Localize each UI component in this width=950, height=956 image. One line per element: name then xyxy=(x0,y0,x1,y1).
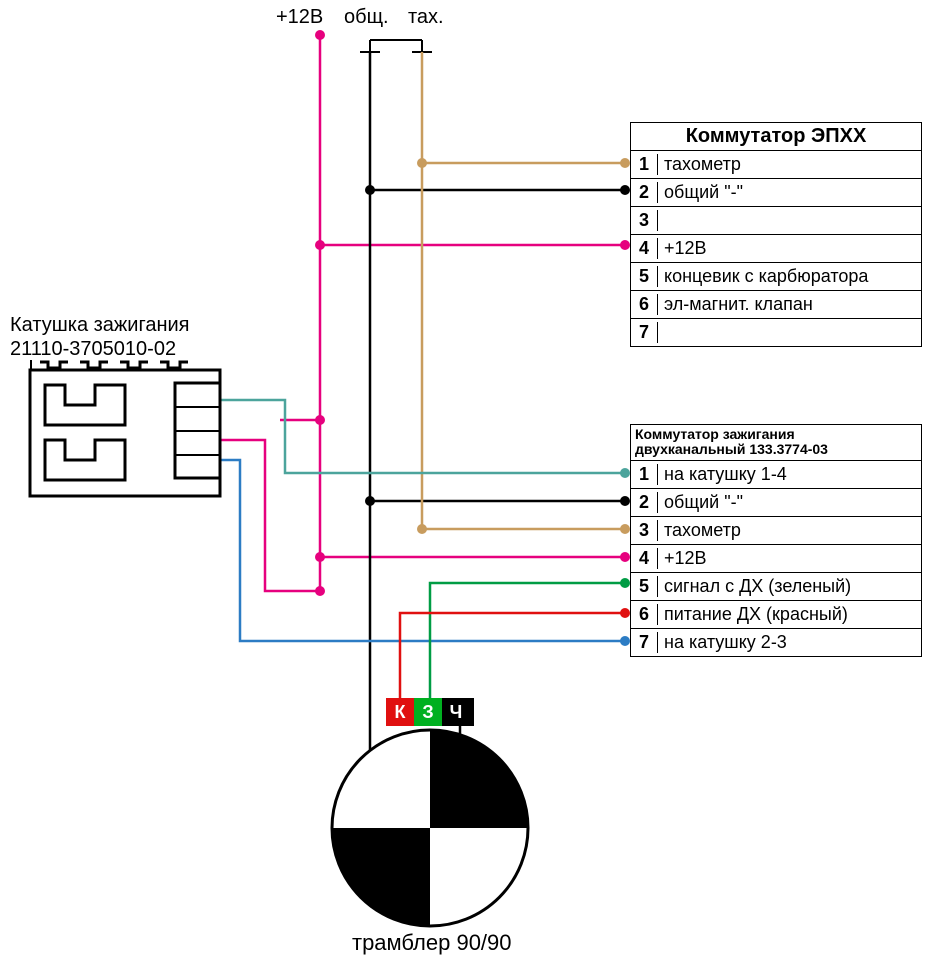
pin-row: 6питание ДХ (красный) xyxy=(631,601,921,629)
pin-row: 3 xyxy=(631,207,921,235)
epxx-table: Коммутатор ЭПХХ 1тахометр2 общий "-"34 +… xyxy=(630,122,922,347)
coil-title-2: 21110-3705010-02 xyxy=(10,338,176,361)
pin-number: 5 xyxy=(631,576,658,597)
pin-number: 4 xyxy=(631,238,658,259)
epxx-title: Коммутатор ЭПХХ xyxy=(631,123,921,151)
wire xyxy=(320,35,625,557)
pin-label: тахометр xyxy=(658,520,741,541)
pin-label: эл-магнит. клапан xyxy=(658,294,813,315)
pin-row: 4 +12В xyxy=(631,545,921,573)
pin-row: 1 на катушку 1-4 xyxy=(631,461,921,489)
trambler-pin-k: К xyxy=(386,698,414,726)
junction-dot xyxy=(620,636,630,646)
pin-number: 1 xyxy=(631,464,658,485)
label-common: общ. xyxy=(344,6,389,29)
pin-label: на катушку 2-3 xyxy=(658,632,787,653)
pin-number: 3 xyxy=(631,520,658,541)
junction-dot xyxy=(620,158,630,168)
trambler-label: трамблер 90/90 xyxy=(352,930,512,956)
pin-number: 3 xyxy=(631,210,658,231)
wire xyxy=(422,52,625,529)
pin-label: общий "-" xyxy=(658,492,743,513)
pin-label: сигнал с ДХ (зеленый) xyxy=(658,576,851,597)
ign-title: Коммутатор зажигания двухканальный 133.3… xyxy=(631,425,921,461)
pin-row: 2общий "-" xyxy=(631,489,921,517)
trambler-pin-z: З xyxy=(414,698,442,726)
pin-row: 7 xyxy=(631,319,921,346)
pin-row: 2 общий "-" xyxy=(631,179,921,207)
pin-row: 7 на катушку 2-3 xyxy=(631,629,921,656)
junction-dot xyxy=(315,415,325,425)
pin-label: тахометр xyxy=(658,154,741,175)
pin-row: 5концевик с карбюратора xyxy=(631,263,921,291)
pin-row: 1тахометр xyxy=(631,151,921,179)
coil-title-1: Катушка зажигания xyxy=(10,314,190,337)
junction-dot xyxy=(620,185,630,195)
junction-dot xyxy=(620,468,630,478)
junction-dot xyxy=(620,240,630,250)
junction-dot xyxy=(620,524,630,534)
ignition-coil-symbol xyxy=(30,360,220,496)
junction-dot xyxy=(365,496,375,506)
label-12v: +12В xyxy=(276,6,323,29)
pin-label: общий "-" xyxy=(658,182,743,203)
junction-dot xyxy=(620,552,630,562)
trambler-pin-ch: Ч xyxy=(442,698,470,726)
pin-number: 6 xyxy=(631,294,658,315)
pin-label: питание ДХ (красный) xyxy=(658,604,848,625)
pin-row: 3тахометр xyxy=(631,517,921,545)
junction-dot xyxy=(620,496,630,506)
pin-number: 1 xyxy=(631,154,658,175)
pin-number: 2 xyxy=(631,492,658,513)
label-tach: тах. xyxy=(408,6,444,29)
pin-label: +12В xyxy=(658,238,707,259)
pin-number: 4 xyxy=(631,548,658,569)
trambler-symbol xyxy=(332,698,528,926)
pin-row: 5сигнал с ДХ (зеленый) xyxy=(631,573,921,601)
pin-number: 5 xyxy=(631,266,658,287)
pin-label: +12В xyxy=(658,548,707,569)
pin-number: 7 xyxy=(631,632,658,653)
ign-table: Коммутатор зажигания двухканальный 133.3… xyxy=(630,424,922,657)
pin-number: 6 xyxy=(631,604,658,625)
pin-row: 6эл-магнит. клапан xyxy=(631,291,921,319)
pin-row: 4 +12В xyxy=(631,235,921,263)
junction-dot xyxy=(315,30,325,40)
junction-dot xyxy=(365,185,375,195)
junction-dot xyxy=(417,158,427,168)
junction-dot xyxy=(620,578,630,588)
wire xyxy=(220,440,320,591)
pin-number: 2 xyxy=(631,182,658,203)
junction-dot xyxy=(315,586,325,596)
wire xyxy=(370,52,460,775)
junction-dot xyxy=(315,240,325,250)
pin-label: на катушку 1-4 xyxy=(658,464,787,485)
pin-label: концевик с карбюратора xyxy=(658,266,868,287)
pin-number: 7 xyxy=(631,322,658,343)
junction-dot xyxy=(620,608,630,618)
junction-dot xyxy=(417,524,427,534)
junction-dot xyxy=(315,552,325,562)
